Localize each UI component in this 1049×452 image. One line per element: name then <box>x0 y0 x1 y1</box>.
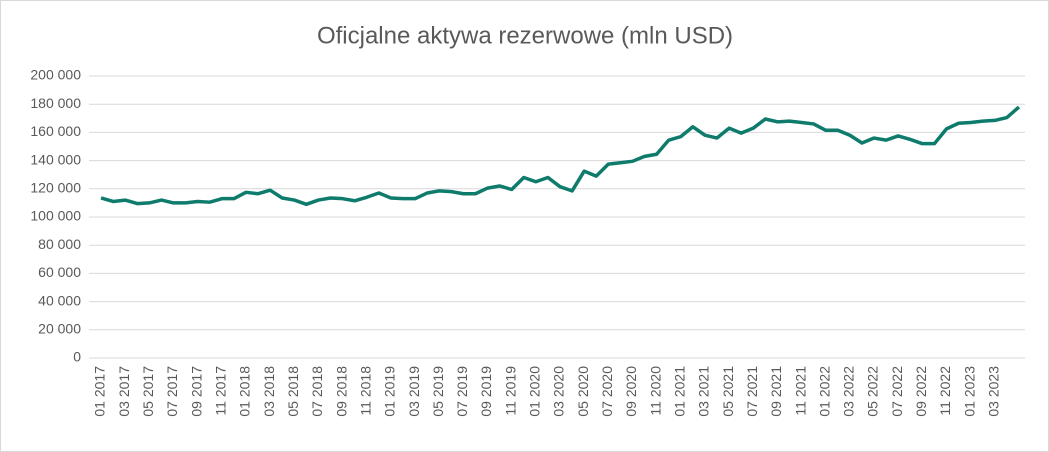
x-tick-label: 09 2022 <box>913 366 929 417</box>
x-tick-label: 09 2017 <box>188 366 204 417</box>
x-tick-label: 03 2023 <box>986 366 1002 417</box>
x-tick-label: 01 2021 <box>671 366 687 417</box>
x-tick-label: 11 2022 <box>937 366 953 416</box>
x-tick-label: 09 2018 <box>333 366 349 417</box>
x-tick-label: 11 2019 <box>502 366 518 416</box>
y-tick-label: 200 000 <box>30 67 81 83</box>
x-tick-label: 03 2017 <box>116 366 132 417</box>
x-tick-label: 11 2021 <box>792 366 808 416</box>
x-tick-label: 11 2018 <box>357 366 373 416</box>
y-tick-label: 80 000 <box>38 236 81 252</box>
x-tick-label: 05 2019 <box>430 366 446 417</box>
x-tick-label: 01 2023 <box>961 366 977 417</box>
x-tick-label: 07 2021 <box>744 366 760 417</box>
x-tick-label: 07 2019 <box>454 366 470 417</box>
chart-title: Oficjalne aktywa rezerwowe (mln USD) <box>317 22 733 49</box>
x-tick-label: 07 2018 <box>309 366 325 417</box>
x-tick-label: 01 2018 <box>237 366 253 417</box>
y-tick-label: 160 000 <box>30 123 81 139</box>
y-tick-label: 60 000 <box>38 264 81 280</box>
x-tick-label: 01 2019 <box>382 366 398 417</box>
x-tick-label: 03 2021 <box>696 366 712 417</box>
y-tick-label: 140 000 <box>30 151 81 167</box>
x-tick-label: 01 2020 <box>527 366 543 417</box>
y-tick-label: 120 000 <box>30 180 81 196</box>
x-tick-label: 03 2020 <box>551 366 567 417</box>
x-tick-label: 09 2020 <box>623 366 639 417</box>
x-tick-label: 05 2020 <box>575 366 591 417</box>
x-tick-label: 09 2019 <box>478 366 494 417</box>
x-tick-label: 07 2017 <box>164 366 180 417</box>
x-tick-label: 07 2022 <box>889 366 905 417</box>
y-tick-label: 40 000 <box>38 292 81 308</box>
x-tick-label: 05 2018 <box>285 366 301 417</box>
y-tick-label: 20 000 <box>38 321 81 337</box>
x-tick-label: 01 2022 <box>816 366 832 417</box>
x-tick-label: 05 2022 <box>865 366 881 417</box>
x-tick-label: 09 2021 <box>768 366 784 417</box>
y-tick-label: 100 000 <box>30 208 81 224</box>
x-tick-label: 03 2018 <box>261 366 277 417</box>
x-tick-label: 05 2021 <box>720 366 736 417</box>
x-tick-label: 01 2017 <box>92 366 108 417</box>
x-tick-label: 03 2022 <box>841 366 857 417</box>
x-tick-label: 11 2020 <box>647 366 663 416</box>
y-tick-label: 180 000 <box>30 95 81 111</box>
x-tick-label: 05 2017 <box>140 366 156 417</box>
data-line <box>100 105 1021 207</box>
x-tick-label: 07 2020 <box>599 366 615 417</box>
x-tick-label: 11 2017 <box>213 366 229 416</box>
y-tick-label: 0 <box>73 349 81 365</box>
x-tick-label: 03 2019 <box>406 366 422 417</box>
